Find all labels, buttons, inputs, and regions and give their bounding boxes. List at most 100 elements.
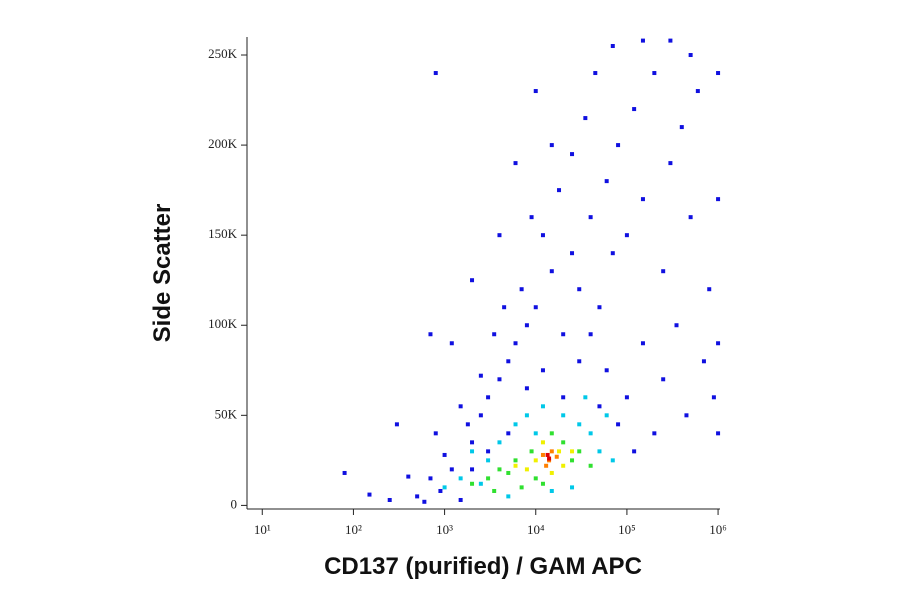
data-point — [570, 485, 575, 490]
data-point — [610, 251, 615, 256]
data-point — [478, 373, 483, 378]
data-point — [438, 488, 443, 493]
data-point — [597, 404, 602, 409]
data-point — [486, 395, 491, 400]
x-tick-label: 10⁵ — [618, 522, 636, 537]
data-point — [661, 377, 666, 382]
data-point — [513, 161, 518, 166]
y-tick-label: 100K — [208, 316, 238, 331]
data-point — [624, 395, 629, 400]
data-point — [422, 499, 427, 504]
data-point — [497, 467, 502, 472]
data-point — [533, 458, 538, 463]
y-axis-title: Side Scatter — [149, 204, 176, 343]
data-point — [470, 467, 475, 472]
y-tick-label: 0 — [231, 496, 238, 511]
data-point — [561, 395, 566, 400]
data-point — [533, 89, 538, 94]
data-point — [367, 492, 372, 497]
data-point — [406, 474, 411, 479]
data-point — [506, 470, 511, 475]
data-point — [529, 215, 534, 220]
data-point — [529, 449, 534, 454]
data-point — [549, 269, 554, 274]
x-tick-label: 10¹ — [254, 522, 271, 537]
data-point — [588, 463, 593, 468]
data-point — [549, 470, 554, 475]
data-point — [610, 44, 615, 49]
data-point — [570, 458, 575, 463]
data-point — [428, 332, 433, 337]
data-point — [577, 422, 582, 427]
data-point — [557, 449, 562, 454]
data-point — [524, 467, 529, 472]
data-point — [449, 341, 454, 346]
data-point — [570, 251, 575, 256]
data-point — [679, 125, 684, 130]
data-point — [570, 449, 575, 454]
data-point — [716, 71, 721, 76]
data-point — [533, 476, 538, 481]
data-point — [549, 488, 554, 493]
y-tick-label: 250K — [208, 46, 238, 61]
data-point — [616, 422, 621, 427]
x-tick-label: 10² — [345, 522, 362, 537]
x-tick-label: 10⁶ — [709, 522, 727, 537]
data-point — [695, 89, 700, 94]
data-point — [506, 431, 511, 436]
data-point — [458, 404, 463, 409]
data-point — [640, 341, 645, 346]
data-point — [561, 332, 566, 337]
data-point — [513, 422, 518, 427]
data-point — [486, 476, 491, 481]
data-point — [707, 287, 712, 292]
data-point — [545, 452, 550, 457]
data-point — [524, 386, 529, 391]
data-point — [604, 179, 609, 184]
data-point — [470, 278, 475, 283]
data-point — [433, 71, 438, 76]
data-point — [674, 323, 679, 328]
data-point — [387, 497, 392, 502]
data-point — [668, 161, 673, 166]
data-point — [465, 422, 470, 427]
data-point — [561, 440, 566, 445]
data-point — [533, 305, 538, 310]
data-point — [470, 449, 475, 454]
data-point — [506, 494, 511, 499]
data-point — [540, 452, 545, 457]
data-point — [688, 215, 693, 220]
data-point — [583, 395, 588, 400]
data-point — [716, 341, 721, 346]
data-point — [610, 458, 615, 463]
data-point — [540, 368, 545, 373]
data-point — [478, 413, 483, 418]
data-point — [492, 488, 497, 493]
data-point — [533, 431, 538, 436]
data-point — [513, 341, 518, 346]
data-point — [540, 404, 545, 409]
data-point — [577, 359, 582, 364]
data-point — [540, 233, 545, 238]
data-point — [688, 53, 693, 58]
data-point — [554, 454, 559, 459]
data-point — [433, 431, 438, 436]
data-point — [588, 431, 593, 436]
data-point — [701, 359, 706, 364]
data-point — [470, 481, 475, 486]
data-point — [497, 377, 502, 382]
data-point — [524, 323, 529, 328]
data-point — [519, 485, 524, 490]
data-point — [684, 413, 689, 418]
data-point — [711, 395, 716, 400]
data-point — [342, 470, 347, 475]
data-point — [524, 413, 529, 418]
data-point — [547, 456, 552, 461]
data-point — [428, 476, 433, 481]
data-point — [557, 188, 562, 193]
data-point — [486, 458, 491, 463]
data-point — [640, 38, 645, 43]
data-point — [716, 197, 721, 202]
